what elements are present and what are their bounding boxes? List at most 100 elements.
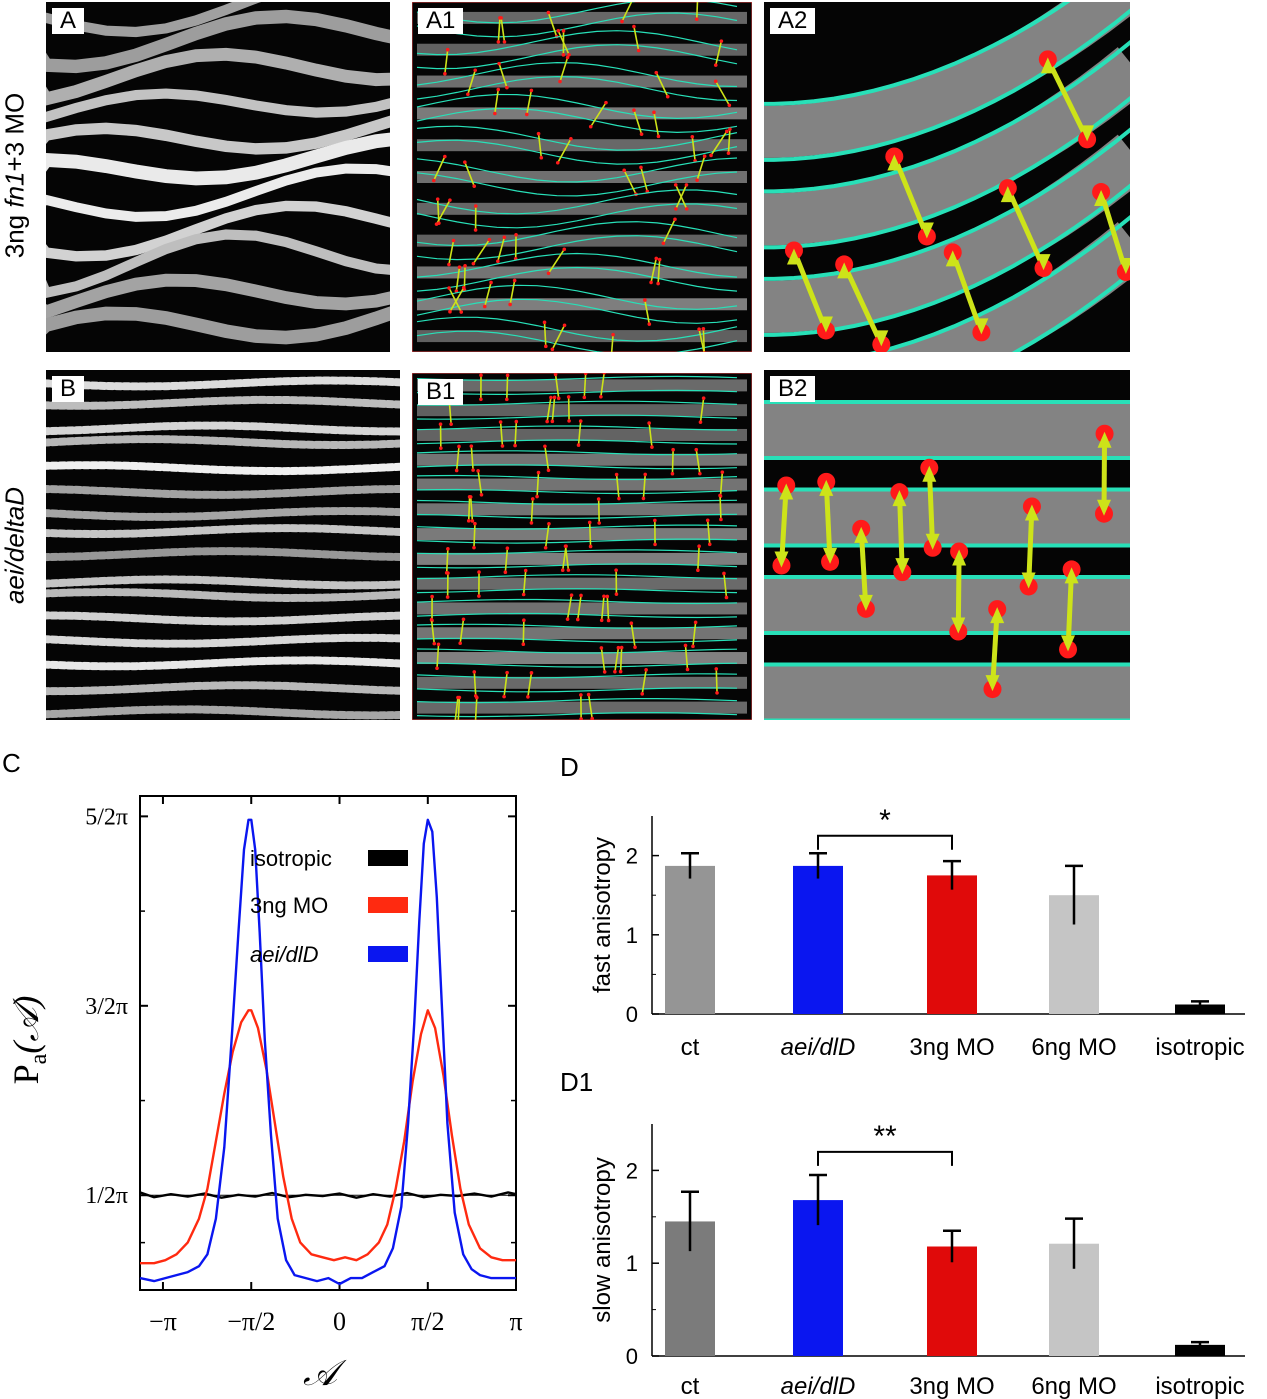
endpoint-dot bbox=[526, 695, 530, 699]
fiber-contour bbox=[416, 400, 738, 406]
muscle-fiber bbox=[46, 547, 400, 562]
bar-6ng-mo bbox=[1049, 895, 1099, 1014]
panel-B1: B1 bbox=[412, 373, 752, 720]
series-line-isotropic bbox=[139, 1191, 517, 1199]
endpoint-dot bbox=[458, 641, 462, 646]
endpoint-dot bbox=[579, 693, 583, 697]
bar-ct bbox=[665, 865, 715, 1014]
endpoint-dot bbox=[521, 642, 526, 647]
category-label: 6ng MO bbox=[1031, 1034, 1116, 1061]
width-arrow bbox=[547, 12, 558, 37]
endpoint-dot bbox=[461, 285, 466, 290]
fiber-contour bbox=[416, 538, 738, 544]
figure-label-C: C bbox=[2, 748, 21, 778]
endpoint-dot bbox=[566, 395, 571, 399]
width-arrow bbox=[640, 167, 649, 192]
panel-B-label: B bbox=[52, 376, 85, 402]
y-tick-label: 1 bbox=[626, 923, 638, 948]
zoom-arrowhead bbox=[819, 479, 834, 496]
width-arrow bbox=[714, 80, 731, 106]
muscle-fiber bbox=[46, 395, 400, 410]
endpoint-dot bbox=[500, 444, 505, 448]
width-arrow bbox=[692, 622, 697, 647]
endpoint-dot bbox=[459, 310, 464, 314]
endpoint-dot bbox=[629, 621, 634, 626]
width-arrow bbox=[597, 499, 600, 524]
panel-B1-image bbox=[412, 373, 752, 720]
zoom-arrowhead bbox=[985, 675, 1000, 692]
width-arrow bbox=[577, 421, 582, 446]
endpoint-dot bbox=[653, 518, 657, 523]
panel-B: B bbox=[46, 370, 400, 720]
width-arrow bbox=[648, 422, 653, 448]
fiber-contour bbox=[416, 330, 738, 352]
width-arrow bbox=[454, 697, 459, 720]
width-arrow bbox=[557, 30, 570, 56]
endpoint-dot bbox=[611, 332, 615, 337]
endpoint-dot bbox=[502, 694, 506, 699]
endpoint-dot bbox=[684, 207, 689, 211]
endpoint-dot bbox=[521, 592, 526, 597]
endpoint-dot bbox=[477, 594, 481, 598]
endpoint-dot bbox=[643, 298, 647, 302]
endpoint-dot bbox=[535, 494, 539, 499]
row-label-3ng-fn1-mo: 3ng fn1+3 MO bbox=[0, 66, 31, 286]
width-arrow bbox=[714, 40, 723, 66]
endpoint-dot bbox=[656, 134, 661, 139]
y-tick-label: 2 bbox=[626, 1158, 638, 1183]
width-arrow bbox=[719, 495, 722, 520]
endpoint-dot bbox=[620, 19, 624, 24]
y-tick-label: 5/2π bbox=[85, 804, 128, 830]
endpoint-dot bbox=[582, 395, 587, 400]
width-arrow bbox=[536, 472, 540, 497]
endpoint-dot bbox=[602, 670, 607, 674]
width-arrow bbox=[610, 334, 614, 352]
fiber-contour bbox=[416, 524, 738, 530]
endpoint-dot bbox=[698, 471, 702, 476]
width-arrow bbox=[551, 324, 566, 350]
endpoint-dot bbox=[451, 238, 456, 243]
endpoint-dot bbox=[616, 645, 621, 650]
muscle-fiber bbox=[46, 229, 390, 298]
y-tick-label: 2 bbox=[626, 844, 638, 869]
fiber-body bbox=[417, 676, 747, 689]
fiber-contour bbox=[416, 698, 738, 704]
zoom-arrowhead bbox=[779, 483, 794, 500]
endpoint-dot bbox=[558, 79, 562, 84]
width-arrow bbox=[463, 265, 466, 290]
category-label: isotropic bbox=[1155, 1034, 1244, 1061]
endpoint-dot bbox=[698, 420, 703, 424]
endpoint-dot bbox=[562, 247, 567, 252]
endpoint-dot bbox=[536, 470, 541, 475]
endpoint-dot bbox=[713, 79, 718, 84]
y-axis-label-group: slow anisotropy bbox=[589, 1157, 616, 1322]
endpoint-dot bbox=[446, 547, 450, 551]
endpoint-dot bbox=[546, 468, 551, 473]
zoom-arrowhead bbox=[1080, 125, 1095, 142]
width-arrow bbox=[497, 237, 506, 262]
endpoint-dot bbox=[477, 570, 481, 574]
panel-A1: A1 bbox=[412, 2, 752, 352]
zoom-fiber bbox=[882, 222, 1130, 352]
endpoint-dot bbox=[445, 595, 450, 599]
endpoint-dot bbox=[596, 497, 601, 501]
y-tick-label: 3/2π bbox=[85, 994, 128, 1020]
zoom-arrowhead bbox=[951, 617, 966, 634]
y-tick-label: 0 bbox=[626, 1002, 638, 1027]
endpoint-dot bbox=[644, 668, 648, 672]
endpoint-dot bbox=[714, 667, 719, 671]
zoom-arrowhead bbox=[1040, 57, 1055, 74]
zoom-arrowhead bbox=[1061, 635, 1076, 652]
width-arrow bbox=[561, 546, 567, 571]
endpoint-dot bbox=[588, 124, 593, 129]
endpoint-dot bbox=[602, 594, 606, 599]
endpoint-dot bbox=[694, 447, 699, 452]
endpoint-dot bbox=[487, 237, 492, 242]
width-arrow bbox=[566, 595, 573, 620]
endpoint-dot bbox=[479, 493, 484, 497]
endpoint-dot bbox=[529, 671, 534, 675]
fiber-body bbox=[417, 428, 747, 441]
fiber-contour bbox=[416, 662, 738, 668]
width-arrow bbox=[630, 623, 636, 648]
zoom-arrowhead bbox=[922, 465, 937, 482]
